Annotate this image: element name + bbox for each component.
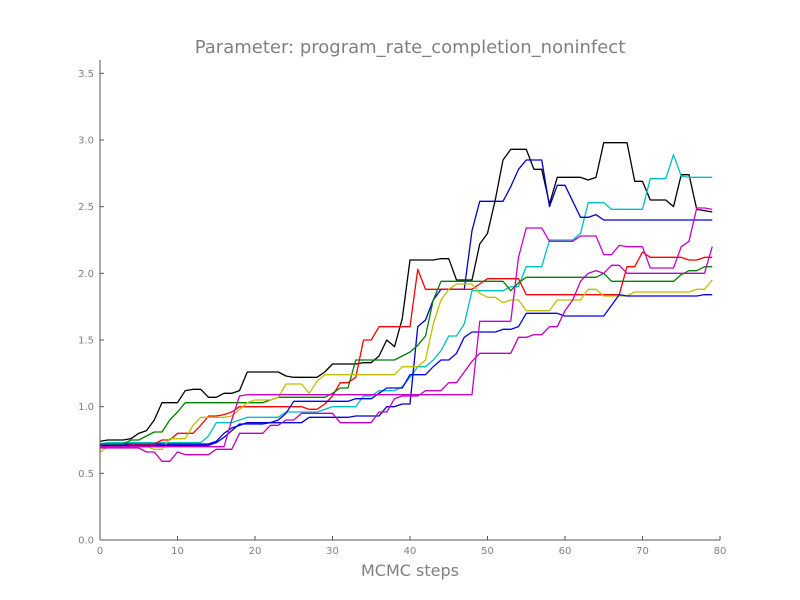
x-tick-label: 20	[249, 546, 262, 557]
series-line-4	[100, 251, 713, 448]
y-tick-label: 2.0	[78, 269, 94, 280]
y-axis-ticks: 0.0 0.5 1.0 1.5 2.0 2.5 3.0 3.5	[78, 69, 104, 547]
y-tick-label: 1.5	[78, 336, 94, 347]
series-line-3	[100, 159, 713, 445]
x-tick-label: 10	[171, 546, 184, 557]
series-group	[99, 142, 713, 462]
x-tick-label: 40	[404, 546, 417, 557]
y-tick-label: 1.0	[78, 402, 94, 413]
y-tick-label: 3.5	[78, 69, 94, 80]
x-tick-label: 60	[559, 546, 572, 557]
series-line-1	[99, 142, 713, 442]
x-axis-label: MCMC steps	[361, 561, 459, 580]
series-line-9	[100, 207, 713, 448]
series-line-2	[99, 154, 713, 445]
y-tick-label: 0.0	[78, 536, 94, 547]
series-line-7	[100, 294, 713, 446]
chart-title: Parameter: program_rate_completion_nonin…	[195, 37, 626, 58]
x-tick-label: 80	[714, 546, 727, 557]
y-tick-label: 3.0	[78, 136, 94, 147]
y-tick-label: 2.5	[78, 202, 94, 213]
x-tick-label: 50	[481, 546, 494, 557]
series-line-8	[100, 246, 713, 462]
x-axis-ticks: 0 10 20 30 40 50 60 70 80	[97, 536, 727, 557]
series-line-5	[100, 266, 713, 445]
series-line-6	[99, 279, 713, 453]
y-tick-label: 0.5	[78, 469, 94, 480]
x-tick-label: 30	[326, 546, 339, 557]
x-tick-label: 70	[636, 546, 649, 557]
x-tick-label: 0	[97, 546, 103, 557]
